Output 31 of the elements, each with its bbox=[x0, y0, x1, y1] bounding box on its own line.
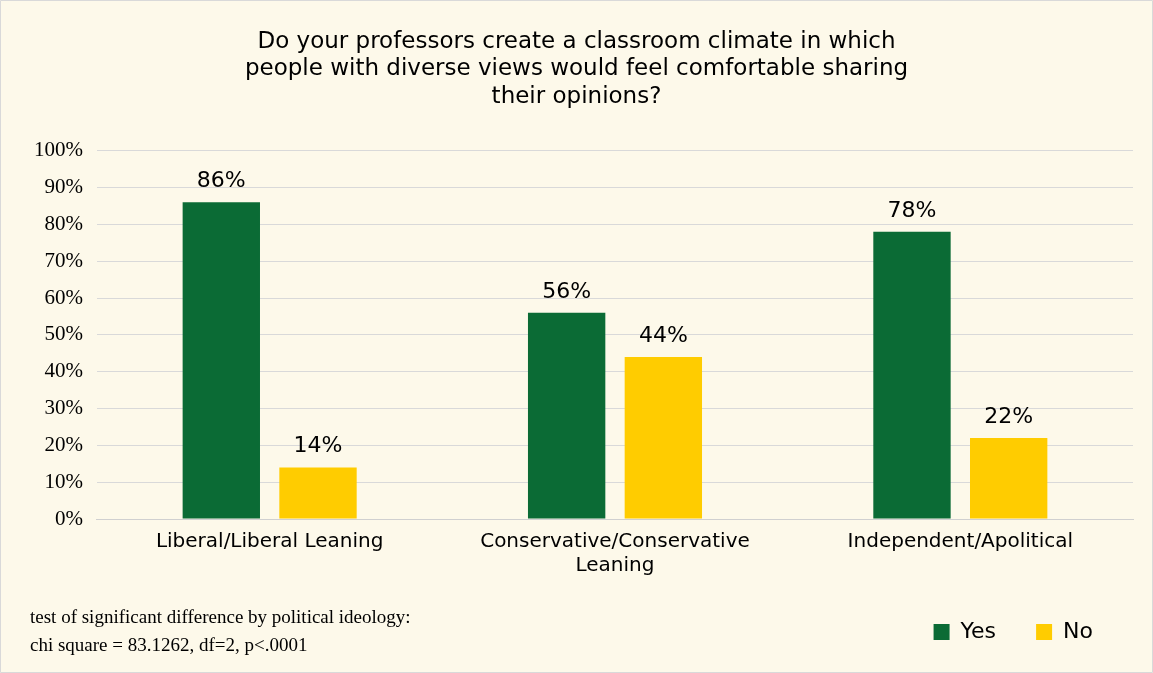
text: chi square = 83.1262, df=2, p<.0001 bbox=[30, 634, 308, 655]
y-tick-label: 40% bbox=[44, 358, 83, 383]
y-tick-label: 0% bbox=[54, 505, 83, 530]
data-label: 78% bbox=[887, 196, 937, 222]
x-tick-label: Independent/Apolitical bbox=[847, 528, 1074, 553]
y-tick-label: 50% bbox=[44, 321, 83, 346]
data-label: 14% bbox=[293, 432, 343, 458]
y-tick-label: 30% bbox=[44, 395, 83, 420]
data-label: 22% bbox=[984, 402, 1034, 428]
y-tick-label: 10% bbox=[44, 468, 83, 493]
x-tick-label: Liberal/Liberal Leaning bbox=[155, 528, 384, 553]
legend-label: No bbox=[1063, 617, 1093, 643]
bar bbox=[624, 356, 703, 519]
y-tick-label: 70% bbox=[44, 247, 83, 272]
y-tick-label: 60% bbox=[44, 284, 83, 309]
chart-title: Do your professors create a classroom climate in which people with diverse views would feel comfortable sharing their opinions? bbox=[244, 26, 909, 108]
y-tick-label: 80% bbox=[44, 210, 83, 235]
y-tick-label: 20% bbox=[44, 431, 83, 456]
legend-label: Yes bbox=[959, 617, 997, 643]
data-label: 56% bbox=[542, 277, 592, 303]
bar bbox=[527, 312, 606, 519]
y-tick-label: 100% bbox=[33, 137, 83, 162]
bar bbox=[182, 202, 260, 519]
data-label: 86% bbox=[196, 167, 246, 193]
y-tick-label: 90% bbox=[44, 174, 83, 199]
x-tick-label: Conservative/Conservative Leaning bbox=[480, 528, 750, 577]
bar bbox=[873, 231, 951, 519]
bar bbox=[279, 467, 357, 519]
bar bbox=[970, 438, 1048, 519]
text: test of significant difference by political ideology: bbox=[30, 606, 411, 627]
data-label: 44% bbox=[638, 321, 688, 347]
